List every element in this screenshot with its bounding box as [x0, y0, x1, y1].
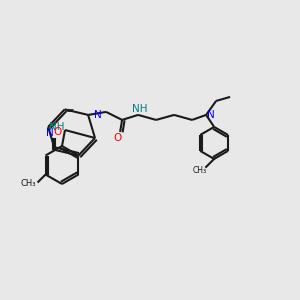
Text: CH₃: CH₃: [193, 167, 207, 176]
Text: NH: NH: [49, 122, 65, 132]
Text: NH: NH: [132, 104, 148, 114]
Text: =: =: [66, 106, 75, 116]
Text: N: N: [46, 128, 54, 138]
Text: N: N: [94, 110, 102, 120]
Text: N: N: [207, 110, 215, 120]
Text: O: O: [113, 133, 121, 143]
Text: O: O: [53, 127, 61, 137]
Text: CH₃: CH₃: [21, 179, 36, 188]
